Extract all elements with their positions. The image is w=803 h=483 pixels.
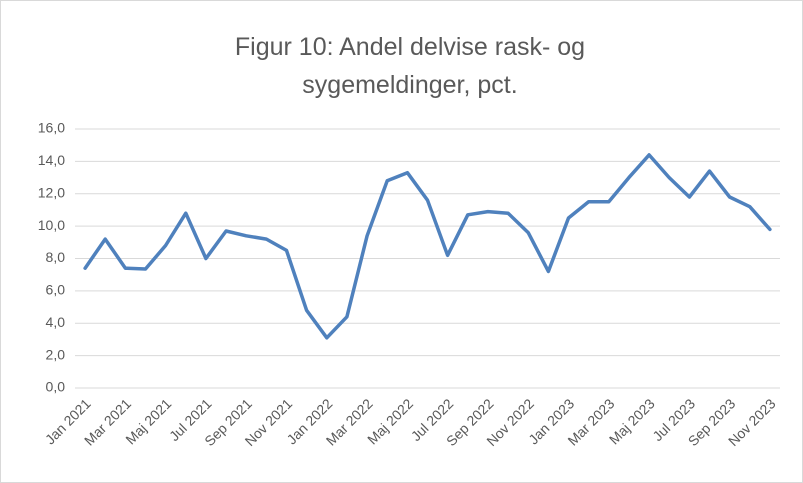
y-tick-label: 8,0 (46, 249, 66, 265)
y-tick-label: 12,0 (38, 184, 65, 200)
y-tick-label: 2,0 (46, 346, 66, 362)
y-tick-label: 16,0 (38, 120, 65, 136)
y-tick-label: 0,0 (46, 379, 66, 395)
y-tick-label: 10,0 (38, 217, 65, 233)
y-tick-label: 14,0 (38, 152, 65, 168)
y-tick-label: 4,0 (46, 314, 66, 330)
chart-title: Figur 10: Andel delvise rask- og sygemel… (234, 33, 586, 99)
data-line (83, 153, 772, 340)
y-tick-label: 6,0 (46, 282, 66, 298)
